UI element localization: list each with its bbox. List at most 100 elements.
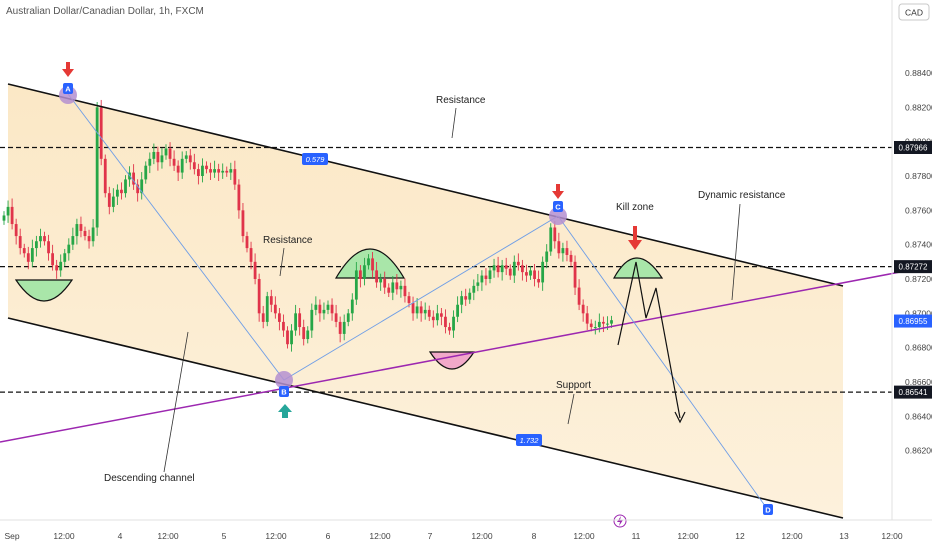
candle bbox=[492, 258, 496, 278]
candle bbox=[367, 254, 370, 270]
channel-lower-line bbox=[7, 317, 844, 519]
svg-text:A: A bbox=[65, 85, 71, 94]
time-tick-label: 12:00 bbox=[573, 531, 595, 541]
candle bbox=[448, 322, 451, 335]
candle bbox=[6, 200, 10, 223]
candle bbox=[338, 316, 342, 343]
svg-text:C: C bbox=[555, 203, 561, 212]
point-c-badge: C bbox=[553, 201, 563, 212]
candle bbox=[342, 314, 346, 341]
point-d-badge: D bbox=[763, 504, 773, 515]
candle bbox=[201, 158, 204, 183]
candle bbox=[213, 160, 216, 178]
candle bbox=[314, 296, 318, 316]
candle bbox=[26, 246, 30, 270]
candle bbox=[229, 162, 233, 180]
candle bbox=[371, 252, 374, 278]
candle bbox=[488, 266, 492, 284]
candle bbox=[22, 243, 26, 258]
candle bbox=[415, 298, 419, 319]
candle bbox=[116, 184, 119, 206]
candle bbox=[525, 264, 528, 282]
pointer-descending-channel bbox=[163, 331, 189, 473]
candle bbox=[435, 304, 439, 326]
level-tag-label: 0.87272 bbox=[899, 263, 928, 272]
candle bbox=[257, 273, 261, 322]
candle bbox=[427, 305, 431, 322]
candle bbox=[184, 151, 188, 164]
svg-text:B: B bbox=[281, 388, 287, 397]
candle bbox=[59, 254, 63, 277]
candle bbox=[140, 172, 144, 200]
candle bbox=[379, 273, 383, 291]
candle bbox=[529, 266, 532, 280]
candle bbox=[403, 278, 407, 303]
label-kill-zone: Kill zone bbox=[616, 202, 654, 213]
candle bbox=[99, 99, 103, 166]
level-tag bbox=[894, 141, 932, 154]
candle bbox=[290, 324, 293, 352]
svg-text:1.732: 1.732 bbox=[520, 436, 540, 445]
time-axis[interactable]: Sep 12:00 4 12:00 5 12:00 6 12:00 7 12:00 8 12:00 11… bbox=[0, 519, 932, 541]
candle bbox=[334, 304, 338, 328]
time-tick-label: 7 bbox=[428, 531, 433, 541]
resistance-arc-right bbox=[612, 257, 664, 279]
candle bbox=[294, 304, 297, 336]
candle bbox=[581, 299, 585, 322]
candle bbox=[156, 146, 160, 171]
candle bbox=[444, 309, 447, 334]
pointer-resistance-mid bbox=[279, 247, 285, 277]
candle bbox=[322, 302, 326, 320]
level-tag bbox=[894, 314, 932, 328]
candle bbox=[375, 261, 378, 288]
candle bbox=[148, 152, 152, 174]
candle bbox=[35, 235, 38, 257]
candle bbox=[67, 238, 71, 261]
sell-arrow-killzone-icon bbox=[628, 226, 642, 250]
candle bbox=[91, 219, 95, 247]
time-tick-label: 13 bbox=[839, 531, 849, 541]
label-resistance-mid: Resistance bbox=[263, 235, 313, 246]
candle bbox=[241, 202, 245, 243]
candle bbox=[103, 154, 107, 198]
candle bbox=[249, 241, 253, 270]
projected-path bbox=[617, 261, 681, 419]
candle bbox=[512, 255, 516, 283]
candle bbox=[330, 298, 334, 321]
candle bbox=[124, 175, 127, 198]
candle bbox=[51, 244, 54, 271]
level-tag bbox=[894, 385, 932, 399]
lightning-event-icon[interactable] bbox=[613, 514, 627, 528]
level-tag-label: 0.86541 bbox=[899, 388, 928, 397]
candle bbox=[468, 288, 472, 304]
candle bbox=[176, 160, 180, 181]
projected-path-arrowhead bbox=[674, 411, 686, 424]
candle bbox=[75, 218, 79, 245]
channel-fill bbox=[8, 84, 843, 518]
candle bbox=[269, 289, 273, 313]
sell-arrow-a-icon bbox=[62, 62, 74, 77]
candle bbox=[602, 316, 605, 333]
price-axis[interactable]: 0.884000.882000.880000.878000.876000.874… bbox=[891, 0, 932, 520]
candle bbox=[419, 301, 423, 322]
candle bbox=[302, 319, 306, 346]
candle bbox=[83, 226, 87, 241]
candle bbox=[2, 211, 6, 225]
currency-badge[interactable]: CAD bbox=[898, 3, 930, 21]
point-c-circle bbox=[549, 207, 567, 225]
candle bbox=[456, 296, 459, 323]
candle bbox=[383, 271, 387, 294]
candle bbox=[87, 229, 91, 249]
candle bbox=[549, 223, 553, 256]
candle bbox=[265, 291, 269, 327]
candle bbox=[399, 280, 403, 298]
label-dynamic-resistance: Dynamic resistance bbox=[698, 190, 786, 201]
candle bbox=[464, 288, 468, 306]
candle bbox=[423, 302, 427, 320]
candle bbox=[391, 276, 395, 301]
time-tick-label: 12:00 bbox=[265, 531, 287, 541]
